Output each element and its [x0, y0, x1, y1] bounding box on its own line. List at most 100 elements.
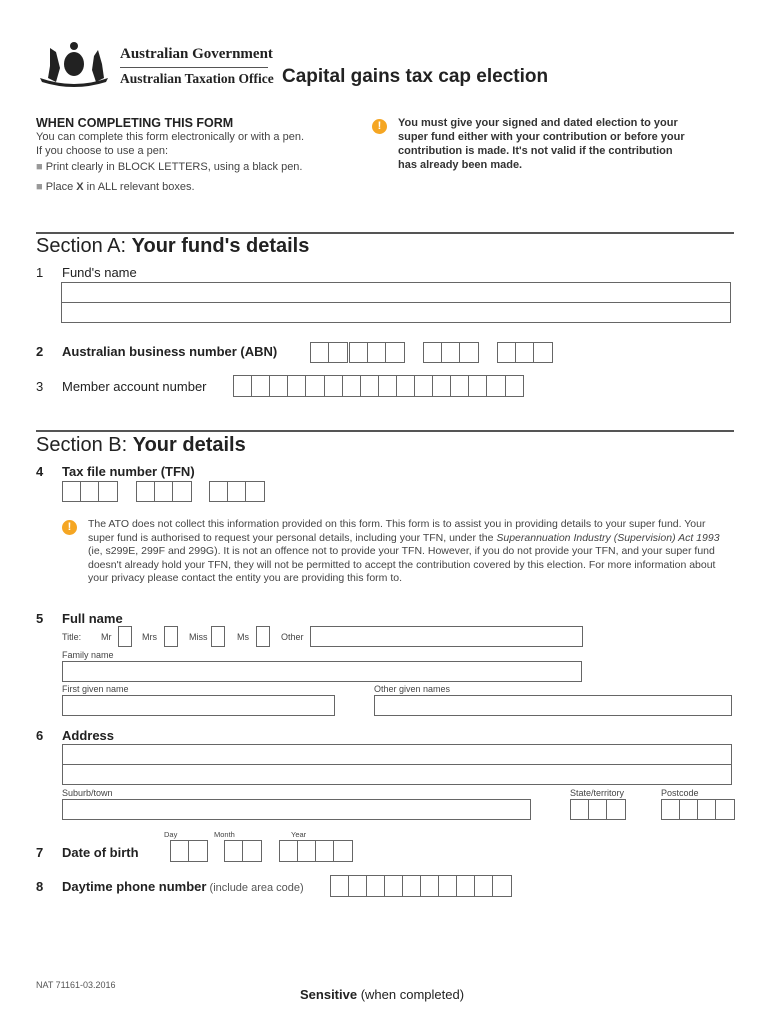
- tfn-digit-box[interactable]: [136, 481, 156, 502]
- mr-checkbox[interactable]: [118, 626, 132, 647]
- abn-digit-box[interactable]: [385, 342, 405, 363]
- member-account-box[interactable]: [432, 375, 452, 397]
- section-prefix: Section B:: [36, 434, 133, 456]
- abn-digit-box[interactable]: [441, 342, 461, 363]
- sensitive-text: Sensitive: [300, 987, 358, 1002]
- member-account-box[interactable]: [269, 375, 289, 397]
- member-account-box[interactable]: [341, 375, 362, 397]
- suburb-label: Suburb/town: [62, 788, 113, 798]
- x-mark: X: [76, 181, 84, 193]
- phone-digit-box[interactable]: [348, 875, 368, 897]
- month-box[interactable]: [242, 840, 262, 862]
- member-account-box[interactable]: [251, 375, 271, 397]
- abn-digit-box[interactable]: [497, 342, 517, 363]
- q-number: 1: [36, 265, 44, 280]
- state-box[interactable]: [570, 799, 590, 820]
- phone-digit-box[interactable]: [402, 875, 422, 897]
- abn-digit-box[interactable]: [328, 342, 348, 363]
- intro-line: If you choose to use a pen:: [36, 145, 169, 157]
- day-box[interactable]: [170, 840, 190, 862]
- phone-digit-box[interactable]: [474, 875, 494, 897]
- q-number: 5: [36, 611, 44, 626]
- day-label: Day: [164, 830, 178, 839]
- family-name-field[interactable]: [62, 661, 582, 682]
- state-box[interactable]: [606, 799, 626, 820]
- ms-checkbox[interactable]: [256, 626, 270, 647]
- year-box[interactable]: [297, 840, 317, 862]
- month-label: Month: [214, 830, 235, 839]
- section-divider: [36, 430, 734, 432]
- tfn-digit-box[interactable]: [62, 481, 82, 502]
- member-account-box[interactable]: [468, 375, 488, 397]
- tfn-digit-box[interactable]: [98, 481, 118, 502]
- phone-digit-box[interactable]: [420, 875, 440, 897]
- day-box[interactable]: [188, 840, 208, 862]
- member-account-box[interactable]: [287, 375, 307, 397]
- family-name-label: Family name: [62, 650, 114, 660]
- fund-name-line2[interactable]: [61, 302, 731, 323]
- year-box[interactable]: [333, 840, 353, 862]
- member-account-box[interactable]: [305, 375, 325, 397]
- tfn-digit-box[interactable]: [245, 481, 265, 502]
- postcode-label: Postcode: [661, 788, 699, 798]
- other-given-names-label: Other given names: [374, 684, 451, 694]
- state-box[interactable]: [588, 799, 608, 820]
- abn-digit-box[interactable]: [349, 342, 369, 363]
- address-line1[interactable]: [62, 744, 732, 765]
- warning-icon: !: [62, 520, 77, 535]
- phone-label: Daytime phone number (include area code): [62, 879, 304, 894]
- q-number: 3: [36, 379, 44, 394]
- first-name-field[interactable]: [62, 695, 335, 716]
- year-label: Year: [291, 830, 307, 839]
- abn-label: Australian business number (ABN): [62, 344, 278, 359]
- abn-digit-box[interactable]: [310, 342, 330, 363]
- phone-digit-box[interactable]: [384, 875, 404, 897]
- tfn-digit-box[interactable]: [209, 481, 229, 502]
- first-name-label: First given name: [62, 684, 129, 694]
- phone-digit-box[interactable]: [438, 875, 458, 897]
- postcode-box[interactable]: [715, 799, 735, 820]
- abn-digit-box[interactable]: [367, 342, 387, 363]
- member-account-box[interactable]: [450, 375, 470, 397]
- member-account-box[interactable]: [377, 375, 398, 397]
- year-box[interactable]: [279, 840, 299, 862]
- fund-name-line1[interactable]: [61, 282, 731, 303]
- member-account-box[interactable]: [486, 375, 506, 397]
- tfn-digit-box[interactable]: [172, 481, 192, 502]
- postcode-box[interactable]: [661, 799, 681, 820]
- member-account-box[interactable]: [504, 375, 525, 397]
- member-account-box[interactable]: [233, 375, 253, 397]
- phone-digit-box[interactable]: [366, 875, 386, 897]
- member-account-box[interactable]: [395, 375, 416, 397]
- abn-digit-box[interactable]: [515, 342, 535, 363]
- address-line2[interactable]: [62, 764, 732, 785]
- miss-checkbox[interactable]: [211, 626, 225, 647]
- tfn-digit-box[interactable]: [227, 481, 247, 502]
- tfn-digit-box[interactable]: [154, 481, 174, 502]
- tfn-digit-box[interactable]: [80, 481, 100, 502]
- postcode-box[interactable]: [697, 799, 717, 820]
- section-a-heading: Section A: Your fund's details: [36, 235, 309, 258]
- member-account-box[interactable]: [323, 375, 344, 397]
- phone-digit-box[interactable]: [330, 875, 350, 897]
- section-b-heading: Section B: Your details: [36, 434, 246, 457]
- member-account-box[interactable]: [414, 375, 434, 397]
- privacy-notice: The ATO does not collect this informatio…: [88, 518, 728, 586]
- suburb-field[interactable]: [62, 799, 531, 820]
- other-label: Other: [281, 632, 304, 642]
- mrs-checkbox[interactable]: [164, 626, 178, 647]
- abn-digit-box[interactable]: [459, 342, 479, 363]
- title-label: Title:: [62, 632, 82, 642]
- phone-digit-box[interactable]: [492, 875, 512, 897]
- phone-digit-box[interactable]: [456, 875, 476, 897]
- other-title-field[interactable]: [310, 626, 583, 647]
- month-box[interactable]: [224, 840, 244, 862]
- abn-digit-box[interactable]: [423, 342, 443, 363]
- other-given-names-field[interactable]: [374, 695, 732, 716]
- postcode-box[interactable]: [679, 799, 699, 820]
- intro-line: You can complete this form electronicall…: [36, 131, 305, 143]
- member-account-box[interactable]: [359, 375, 380, 397]
- gov-name: Australian Government: [120, 46, 273, 62]
- year-box[interactable]: [315, 840, 335, 862]
- abn-digit-box[interactable]: [533, 342, 553, 363]
